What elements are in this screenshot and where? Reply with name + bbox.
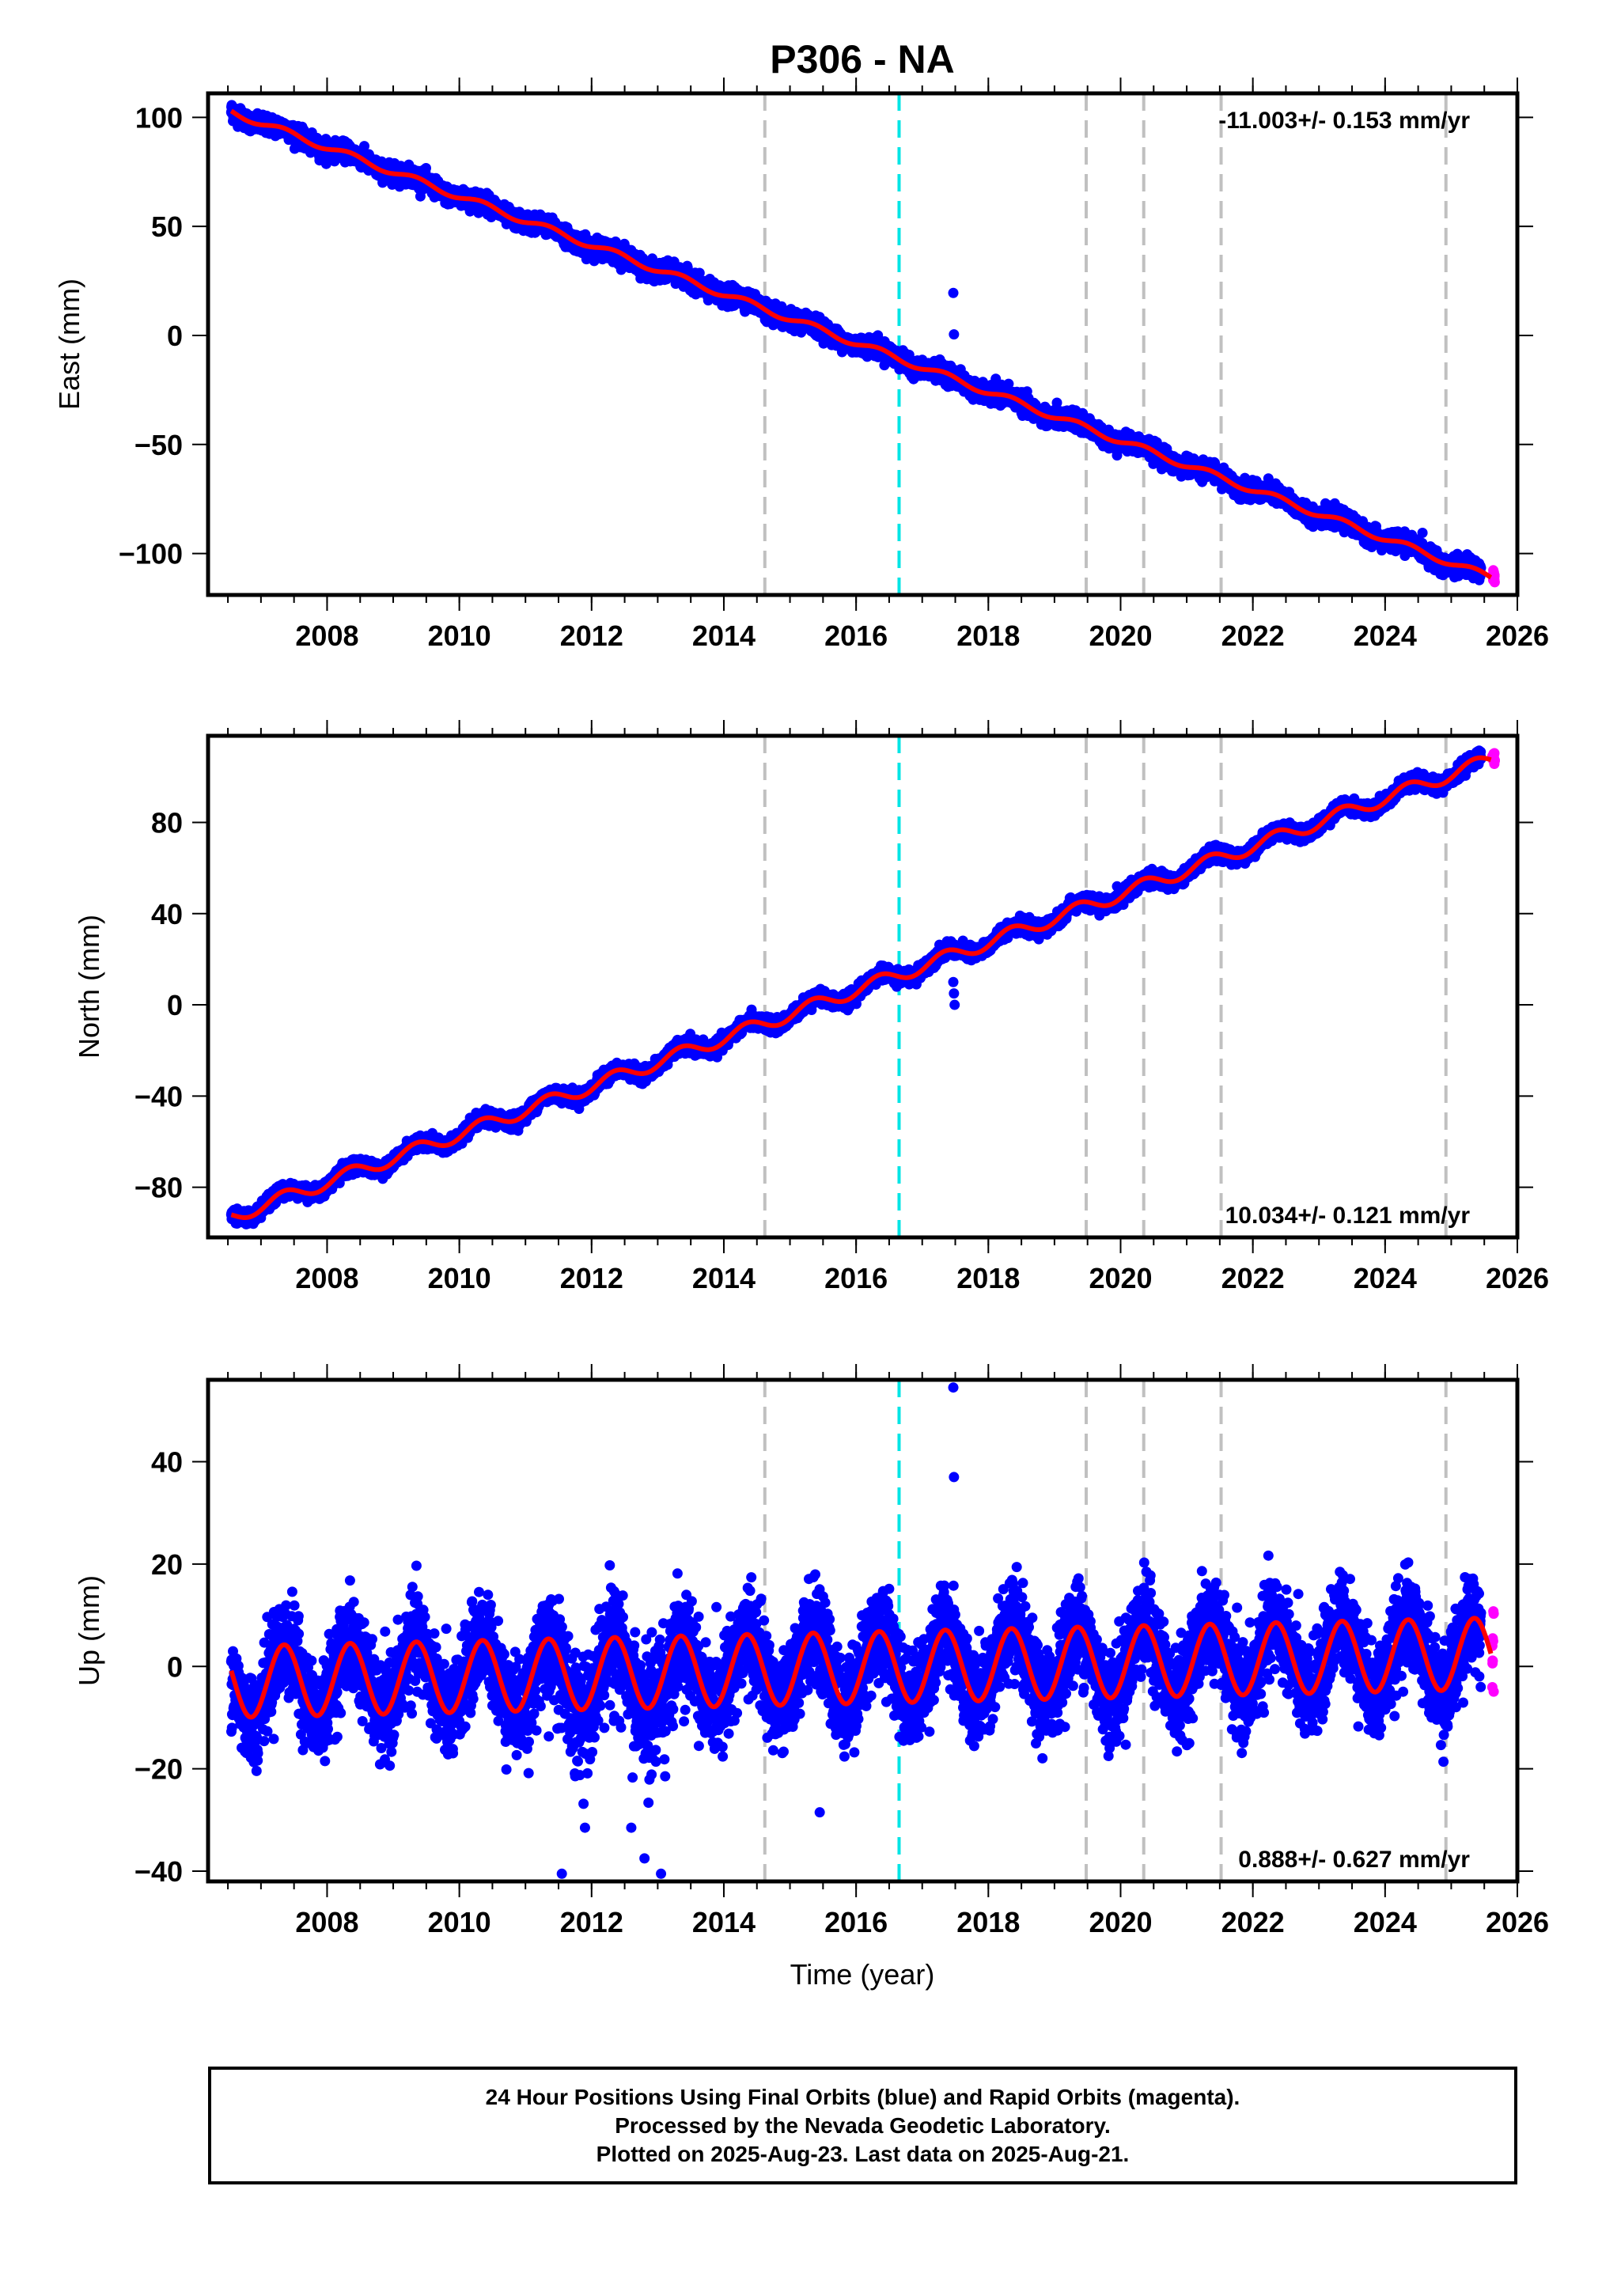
final-orbit-point [421,163,431,173]
panel-east: 2008 2010 2012 2014 2016 2018 2020 2022 2024 2026… [53,78,1549,652]
final-orbit-point [359,141,369,152]
plot-area [225,93,1500,595]
final-orbit-point [320,158,331,169]
figure-title: P306 - NA [770,37,954,81]
panels: 2008 2010 2012 2014 2016 2018 2020 2022 2024 2026… [53,78,1549,1938]
